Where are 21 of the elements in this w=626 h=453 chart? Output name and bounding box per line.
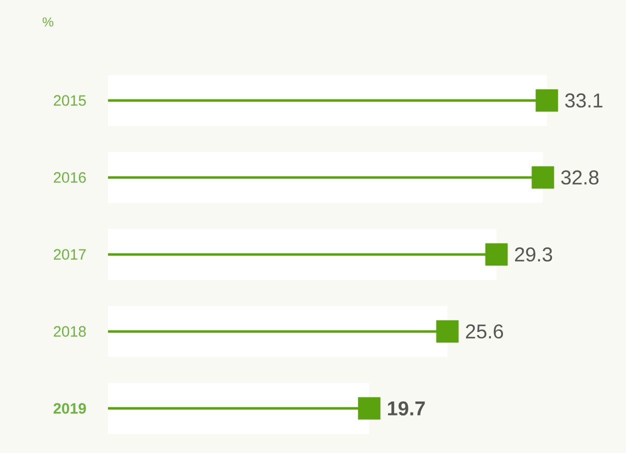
point (532, 166, 554, 189)
data-label: 33.1 (565, 93, 602, 108)
y-tick-label: 2016 (54, 172, 86, 183)
point (358, 397, 380, 420)
bar (108, 75, 547, 126)
y-tick-label: 2015 (54, 95, 86, 106)
bar (108, 383, 370, 434)
y-tick-label: 2018 (54, 326, 86, 337)
bar (108, 229, 497, 280)
data-label: 29.3 (515, 247, 552, 262)
y-tick-label: 2017 (54, 249, 86, 260)
point (485, 243, 508, 266)
point (536, 89, 558, 112)
bar (108, 306, 448, 357)
data-label: 19.7 (388, 401, 425, 416)
bar (108, 152, 543, 203)
y-tick-label: 2019 (54, 403, 86, 414)
data-label: 32.8 (561, 170, 598, 185)
point (436, 320, 459, 343)
data-label: 25.6 (466, 324, 504, 339)
text: % (42, 17, 54, 27)
